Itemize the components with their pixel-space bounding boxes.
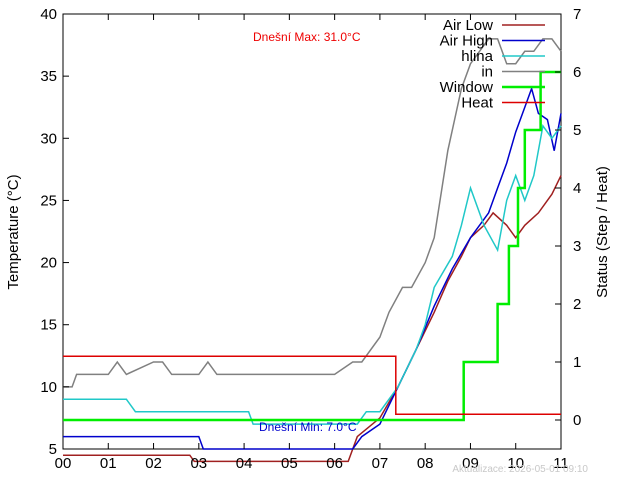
x-tick-label: 04 xyxy=(236,455,253,472)
legend-label: Air High xyxy=(440,33,493,50)
x-tick-label: 11 xyxy=(553,455,569,472)
legend-label: Air Low xyxy=(443,17,493,34)
legend-entry: Air High xyxy=(440,33,545,50)
x-tick-label: 07 xyxy=(372,455,389,472)
y-tick-label: 20 xyxy=(40,255,57,272)
y-axis-label: Temperature (°C) xyxy=(5,174,22,289)
x-tick-label: 02 xyxy=(145,455,162,472)
y-tick-label: 35 xyxy=(40,68,57,85)
x-tick-label: 06 xyxy=(326,455,343,472)
y-tick-label: 25 xyxy=(40,192,57,209)
legend-entry: Window xyxy=(440,79,545,96)
max-temperature-annotation: Dnešní Max: 31.0°C xyxy=(253,30,361,44)
legend-entry: hlina xyxy=(461,48,545,65)
series-line-air-low xyxy=(63,175,562,463)
y2-tick-label: 0 xyxy=(573,412,581,429)
y2-axis-label: Status (Step / Heat) xyxy=(594,166,611,298)
y2-tick-label: 6 xyxy=(573,64,581,81)
y-tick-label: 15 xyxy=(40,317,57,334)
x-tick-label: 08 xyxy=(417,455,434,472)
series-line-hlina xyxy=(63,124,562,425)
x-tick-label: 10 xyxy=(507,455,524,472)
y-tick-label: 40 xyxy=(40,6,57,23)
series-line-heat xyxy=(63,355,561,415)
ticks-layer: 00 01 02 03 04 05 06 07 08 09 10 115101520253035400… xyxy=(40,6,581,472)
series-line-air-high xyxy=(63,86,562,450)
y-tick-label: 30 xyxy=(40,130,57,147)
y-tick-label: 10 xyxy=(40,379,57,396)
x-tick-label: 01 xyxy=(100,455,117,472)
x-tick-label: 03 xyxy=(190,455,207,472)
y2-tick-label: 5 xyxy=(573,122,581,139)
y2-tick-label: 4 xyxy=(573,180,581,197)
y2-tick-label: 3 xyxy=(573,238,581,255)
x-tick-label: 09 xyxy=(462,455,479,472)
legend-entry: in xyxy=(481,64,545,81)
y-tick-label: 5 xyxy=(49,441,57,458)
x-tick-label: 05 xyxy=(281,455,298,472)
min-temperature-annotation: Dnešní Min: 7.0°C xyxy=(259,420,357,434)
x-tick-label: 00 xyxy=(55,455,72,472)
updated-timestamp: Aktualizace: 2026-05-01 09:10 xyxy=(452,464,588,475)
legend-label: Window xyxy=(440,79,494,96)
series-layer xyxy=(63,38,562,463)
legend-label: in xyxy=(481,64,493,81)
y2-tick-label: 2 xyxy=(573,296,581,313)
legend-entry: Heat xyxy=(461,95,545,112)
series-line-window xyxy=(63,70,561,422)
legend-entry: Air Low xyxy=(443,17,545,34)
legend-label: hlina xyxy=(461,48,493,65)
y2-tick-label: 1 xyxy=(573,354,581,371)
y2-tick-label: 7 xyxy=(573,6,581,23)
legend-label: Heat xyxy=(461,95,494,112)
series-line-in xyxy=(63,38,562,388)
